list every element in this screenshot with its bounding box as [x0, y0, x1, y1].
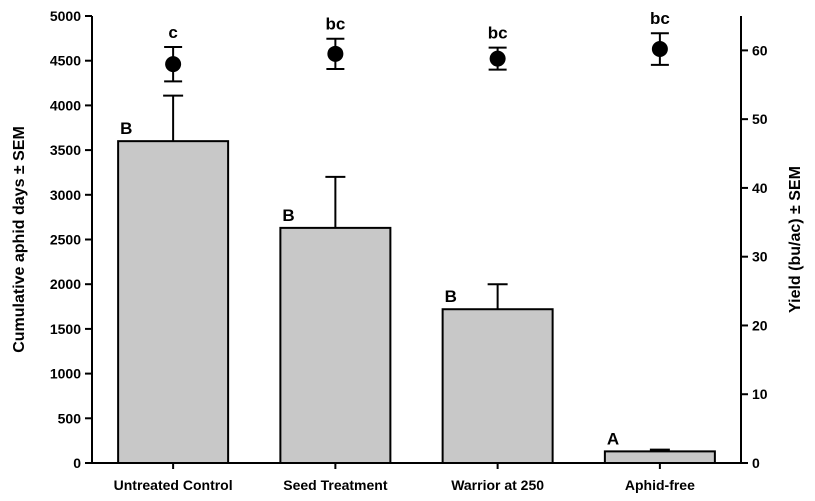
yield-point — [489, 50, 506, 67]
y2-tick-label: 50 — [752, 111, 768, 127]
bar — [603, 450, 716, 464]
y-tick-label: 500 — [58, 410, 82, 426]
y-tick-label: 0 — [73, 455, 81, 471]
bar-significance-letter: B — [282, 206, 294, 225]
bar — [279, 226, 392, 464]
y-tick-label: 4000 — [50, 97, 81, 113]
y2-tick-label: 20 — [752, 317, 768, 333]
bar — [441, 308, 554, 464]
x-tick-label: Warrior at 250 — [451, 477, 544, 493]
y-tick-label: 1500 — [50, 321, 81, 337]
bar-significance-letter: A — [607, 429, 619, 448]
point-significance-letter: bc — [488, 24, 508, 43]
y-tick-label: 1000 — [50, 366, 81, 382]
y2-tick-label: 40 — [752, 180, 768, 196]
x-tick-label: Seed Treatment — [283, 477, 388, 493]
y2-tick-label: 30 — [752, 249, 768, 265]
y2-axis-title: Yield (bu/ac) ± SEM — [787, 166, 804, 313]
point-significance-letter: bc — [325, 15, 345, 34]
y-axis-title: Cumulative aphid days ± SEM — [11, 126, 28, 353]
y2-tick-label: 0 — [752, 455, 760, 471]
yield-point — [327, 45, 344, 62]
label-group: B B B Ac bc bc bc — [120, 9, 670, 448]
y2-tick-label: 10 — [752, 386, 768, 402]
y-tick-label: 3500 — [50, 142, 81, 158]
y-tick-label: 4500 — [50, 53, 81, 69]
y-tick-label: 5000 — [50, 8, 81, 24]
bar-group — [117, 94, 716, 464]
bar-significance-letter: B — [445, 287, 457, 306]
yield-point-group — [164, 32, 669, 83]
x-tick-label: Aphid-free — [625, 477, 695, 493]
x-tick-label: Untreated Control — [114, 477, 233, 493]
y-tick-label: 3000 — [50, 187, 81, 203]
y2-tick-label: 60 — [752, 42, 768, 58]
y-tick-label: 2500 — [50, 232, 81, 248]
yield-point — [651, 41, 668, 58]
axes-group: 0500100015002000250030003500400045005000… — [50, 8, 768, 493]
bar-significance-letter: B — [120, 119, 132, 138]
y-tick-label: 2000 — [50, 276, 81, 292]
point-significance-letter: c — [168, 23, 177, 42]
yield-point — [165, 56, 182, 73]
point-significance-letter: bc — [650, 9, 670, 28]
bar — [117, 140, 230, 464]
